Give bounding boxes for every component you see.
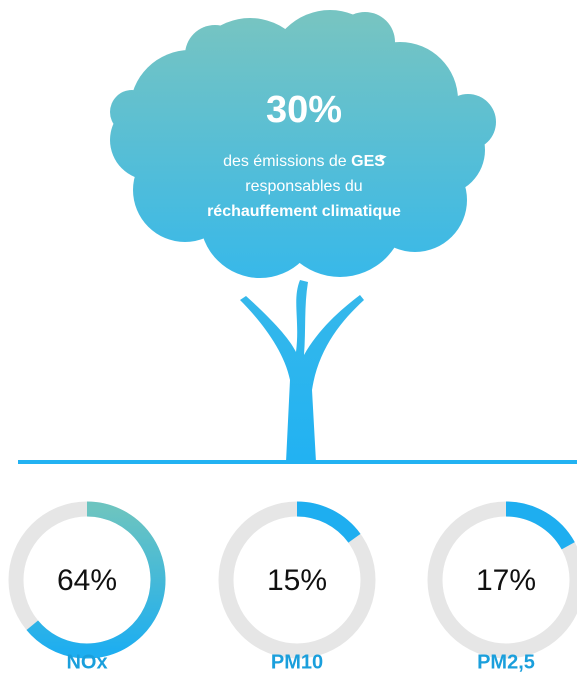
headline-text: des émissions de GES <box>223 153 385 170</box>
donut-value-label: 15% <box>267 564 327 597</box>
donut-arc <box>297 509 354 538</box>
headline-bold: GES <box>351 153 385 170</box>
donut-arc <box>506 509 568 546</box>
donut-title: NOx <box>66 651 107 673</box>
infographic: 30% des émissions de GES responsables du… <box>0 0 577 691</box>
donut-value-label: 64% <box>57 564 117 597</box>
headline-text: des émissions de <box>223 153 351 170</box>
headline-text: responsables du <box>245 178 362 195</box>
headline-figure: 30% <box>266 89 342 131</box>
donut-title: PM10 <box>271 651 323 673</box>
donut-value-label: 17% <box>476 564 536 597</box>
headline-text: réchauffement climatique <box>207 203 401 220</box>
donut-title: PM2,5 <box>477 651 535 673</box>
tree <box>110 10 496 462</box>
